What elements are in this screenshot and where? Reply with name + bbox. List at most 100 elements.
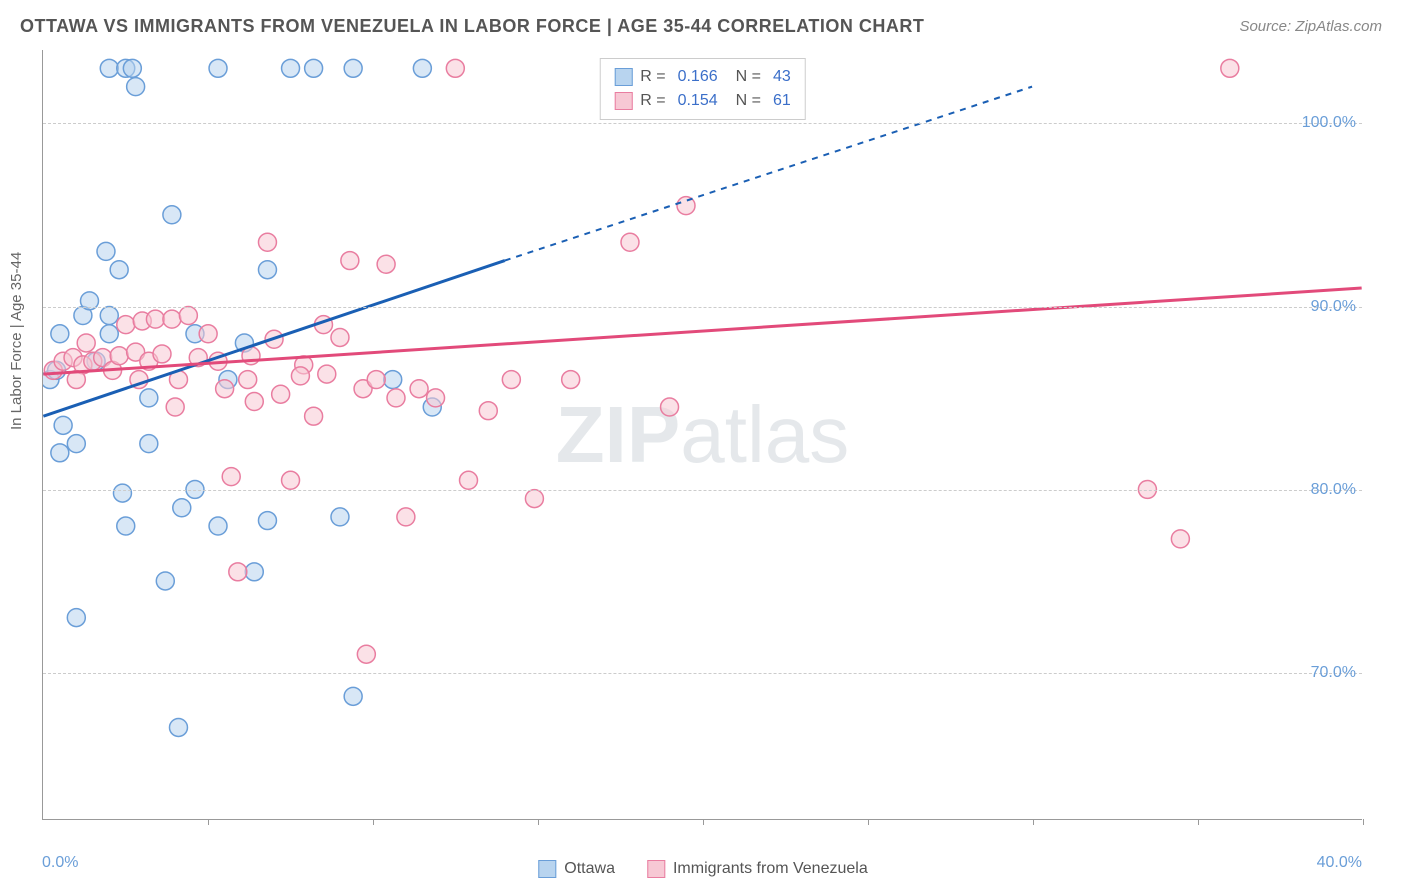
- data-point: [54, 416, 72, 434]
- data-point: [331, 328, 349, 346]
- x-tick: [208, 819, 209, 825]
- bottom-legend: Ottawa Immigrants from Venezuela: [538, 860, 867, 878]
- data-point: [245, 393, 263, 411]
- data-point: [146, 310, 164, 328]
- bottom-legend-item: Immigrants from Venezuela: [647, 860, 868, 878]
- data-point: [163, 206, 181, 224]
- x-tick: [373, 819, 374, 825]
- gridline: [43, 307, 1362, 308]
- data-point: [173, 499, 191, 517]
- data-point: [661, 398, 679, 416]
- legend-n-value: 61: [773, 89, 791, 113]
- y-tick-label: 80.0%: [1311, 481, 1356, 499]
- data-point: [110, 261, 128, 279]
- data-point: [562, 371, 580, 389]
- data-point: [216, 380, 234, 398]
- data-point: [67, 435, 85, 453]
- x-tick: [1198, 819, 1199, 825]
- data-point: [77, 334, 95, 352]
- data-point: [341, 252, 359, 270]
- legend-swatch: [614, 68, 632, 86]
- y-tick-label: 90.0%: [1311, 298, 1356, 316]
- data-point: [344, 687, 362, 705]
- data-point: [305, 407, 323, 425]
- data-point: [397, 508, 415, 526]
- data-point: [272, 385, 290, 403]
- data-point: [51, 444, 69, 462]
- data-point: [156, 572, 174, 590]
- bottom-legend-item: Ottawa: [538, 860, 615, 878]
- legend-r-value: 0.166: [678, 65, 718, 89]
- y-tick-label: 70.0%: [1311, 664, 1356, 682]
- data-point: [199, 325, 217, 343]
- y-axis-title: In Labor Force | Age 35-44: [8, 252, 25, 430]
- gridline: [43, 673, 1362, 674]
- x-tick: [1033, 819, 1034, 825]
- data-point: [209, 517, 227, 535]
- data-point: [113, 484, 131, 502]
- data-point: [413, 59, 431, 77]
- data-point: [377, 255, 395, 273]
- data-point: [117, 316, 135, 334]
- legend-r-label: R =: [640, 89, 665, 113]
- data-point: [291, 367, 309, 385]
- data-point: [100, 306, 118, 324]
- data-point: [245, 563, 263, 581]
- data-point: [123, 59, 141, 77]
- data-point: [357, 645, 375, 663]
- data-point: [410, 380, 428, 398]
- data-point: [1171, 530, 1189, 548]
- chart-svg: [43, 50, 1362, 819]
- legend-swatch: [538, 860, 556, 878]
- x-tick: [868, 819, 869, 825]
- data-point: [140, 389, 158, 407]
- gridline: [43, 123, 1362, 124]
- legend-n-value: 43: [773, 65, 791, 89]
- trend-line: [43, 288, 1361, 374]
- data-point: [140, 435, 158, 453]
- data-point: [97, 242, 115, 260]
- legend-row: R =0.154N =61: [614, 89, 791, 113]
- data-point: [525, 490, 543, 508]
- legend-swatch: [647, 860, 665, 878]
- x-axis-min-label: 0.0%: [42, 854, 78, 872]
- x-tick: [538, 819, 539, 825]
- data-point: [153, 345, 171, 363]
- data-point: [282, 59, 300, 77]
- data-point: [169, 718, 187, 736]
- legend-n-label: N =: [736, 89, 761, 113]
- chart-title: OTTAWA VS IMMIGRANTS FROM VENEZUELA IN L…: [20, 16, 924, 37]
- data-point: [110, 347, 128, 365]
- data-point: [258, 261, 276, 279]
- data-point: [258, 233, 276, 251]
- data-point: [67, 609, 85, 627]
- data-point: [384, 371, 402, 389]
- legend-n-label: N =: [736, 65, 761, 89]
- y-tick-label: 100.0%: [1302, 114, 1356, 132]
- legend-r-label: R =: [640, 65, 665, 89]
- legend-box: R =0.166N =43R =0.154N =61: [599, 58, 806, 120]
- data-point: [100, 59, 118, 77]
- data-point: [163, 310, 181, 328]
- data-point: [460, 471, 478, 489]
- data-point: [446, 59, 464, 77]
- data-point: [282, 471, 300, 489]
- data-point: [344, 59, 362, 77]
- bottom-legend-label: Immigrants from Venezuela: [673, 860, 868, 878]
- data-point: [209, 59, 227, 77]
- data-point: [258, 512, 276, 530]
- data-point: [1221, 59, 1239, 77]
- data-point: [117, 517, 135, 535]
- gridline: [43, 490, 1362, 491]
- source-citation: Source: ZipAtlas.com: [1239, 18, 1382, 35]
- data-point: [318, 365, 336, 383]
- data-point: [166, 398, 184, 416]
- data-point: [427, 389, 445, 407]
- data-point: [222, 468, 240, 486]
- data-point: [305, 59, 323, 77]
- data-point: [51, 325, 69, 343]
- legend-row: R = 0.166 N = 43: [614, 65, 791, 89]
- data-point: [367, 371, 385, 389]
- bottom-legend-label: Ottawa: [564, 860, 615, 878]
- legend-swatch: [614, 92, 632, 110]
